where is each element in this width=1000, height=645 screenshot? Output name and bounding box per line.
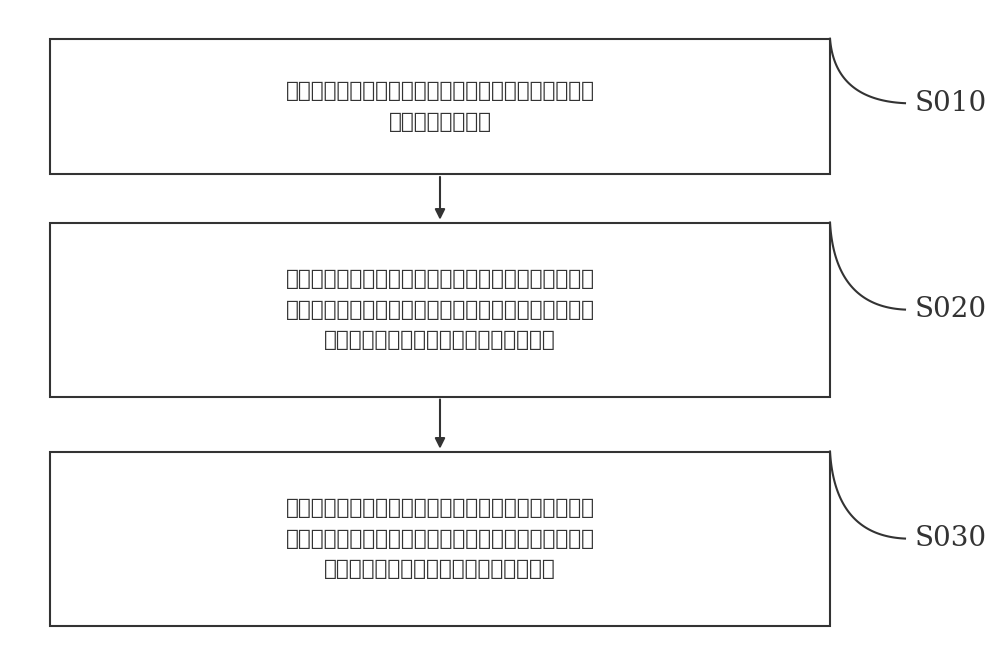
- Text: S010: S010: [915, 90, 987, 117]
- Text: S030: S030: [915, 525, 987, 552]
- Text: 若所述最终磁矩方向为向下时，则沿顺时针方向确定输
入所述第一段电流的电极端输入端的下一个电极端输入
端为输入所述第二段电流的电极端输入端: 若所述最终磁矩方向为向下时，则沿顺时针方向确定输 入所述第一段电流的电极端输入端…: [286, 269, 594, 350]
- Text: S020: S020: [915, 296, 987, 323]
- Bar: [50, 451, 830, 626]
- Bar: [50, 223, 830, 397]
- Bar: [50, 39, 830, 174]
- Text: 若所述最终磁矩方向为向上时，则沿逆时针方向确定输
入所述第一段电流的电极端输入端的下一个电极端输入
端为输入所述第二段电流的电极端输入端: 若所述最终磁矩方向为向上时，则沿逆时针方向确定输 入所述第一段电流的电极端输入端…: [286, 498, 594, 579]
- Text: 根据待写入数据和所述参考层的磁矩方向确定所述自由
层的最终磁矩方向: 根据待写入数据和所述参考层的磁矩方向确定所述自由 层的最终磁矩方向: [286, 81, 594, 132]
